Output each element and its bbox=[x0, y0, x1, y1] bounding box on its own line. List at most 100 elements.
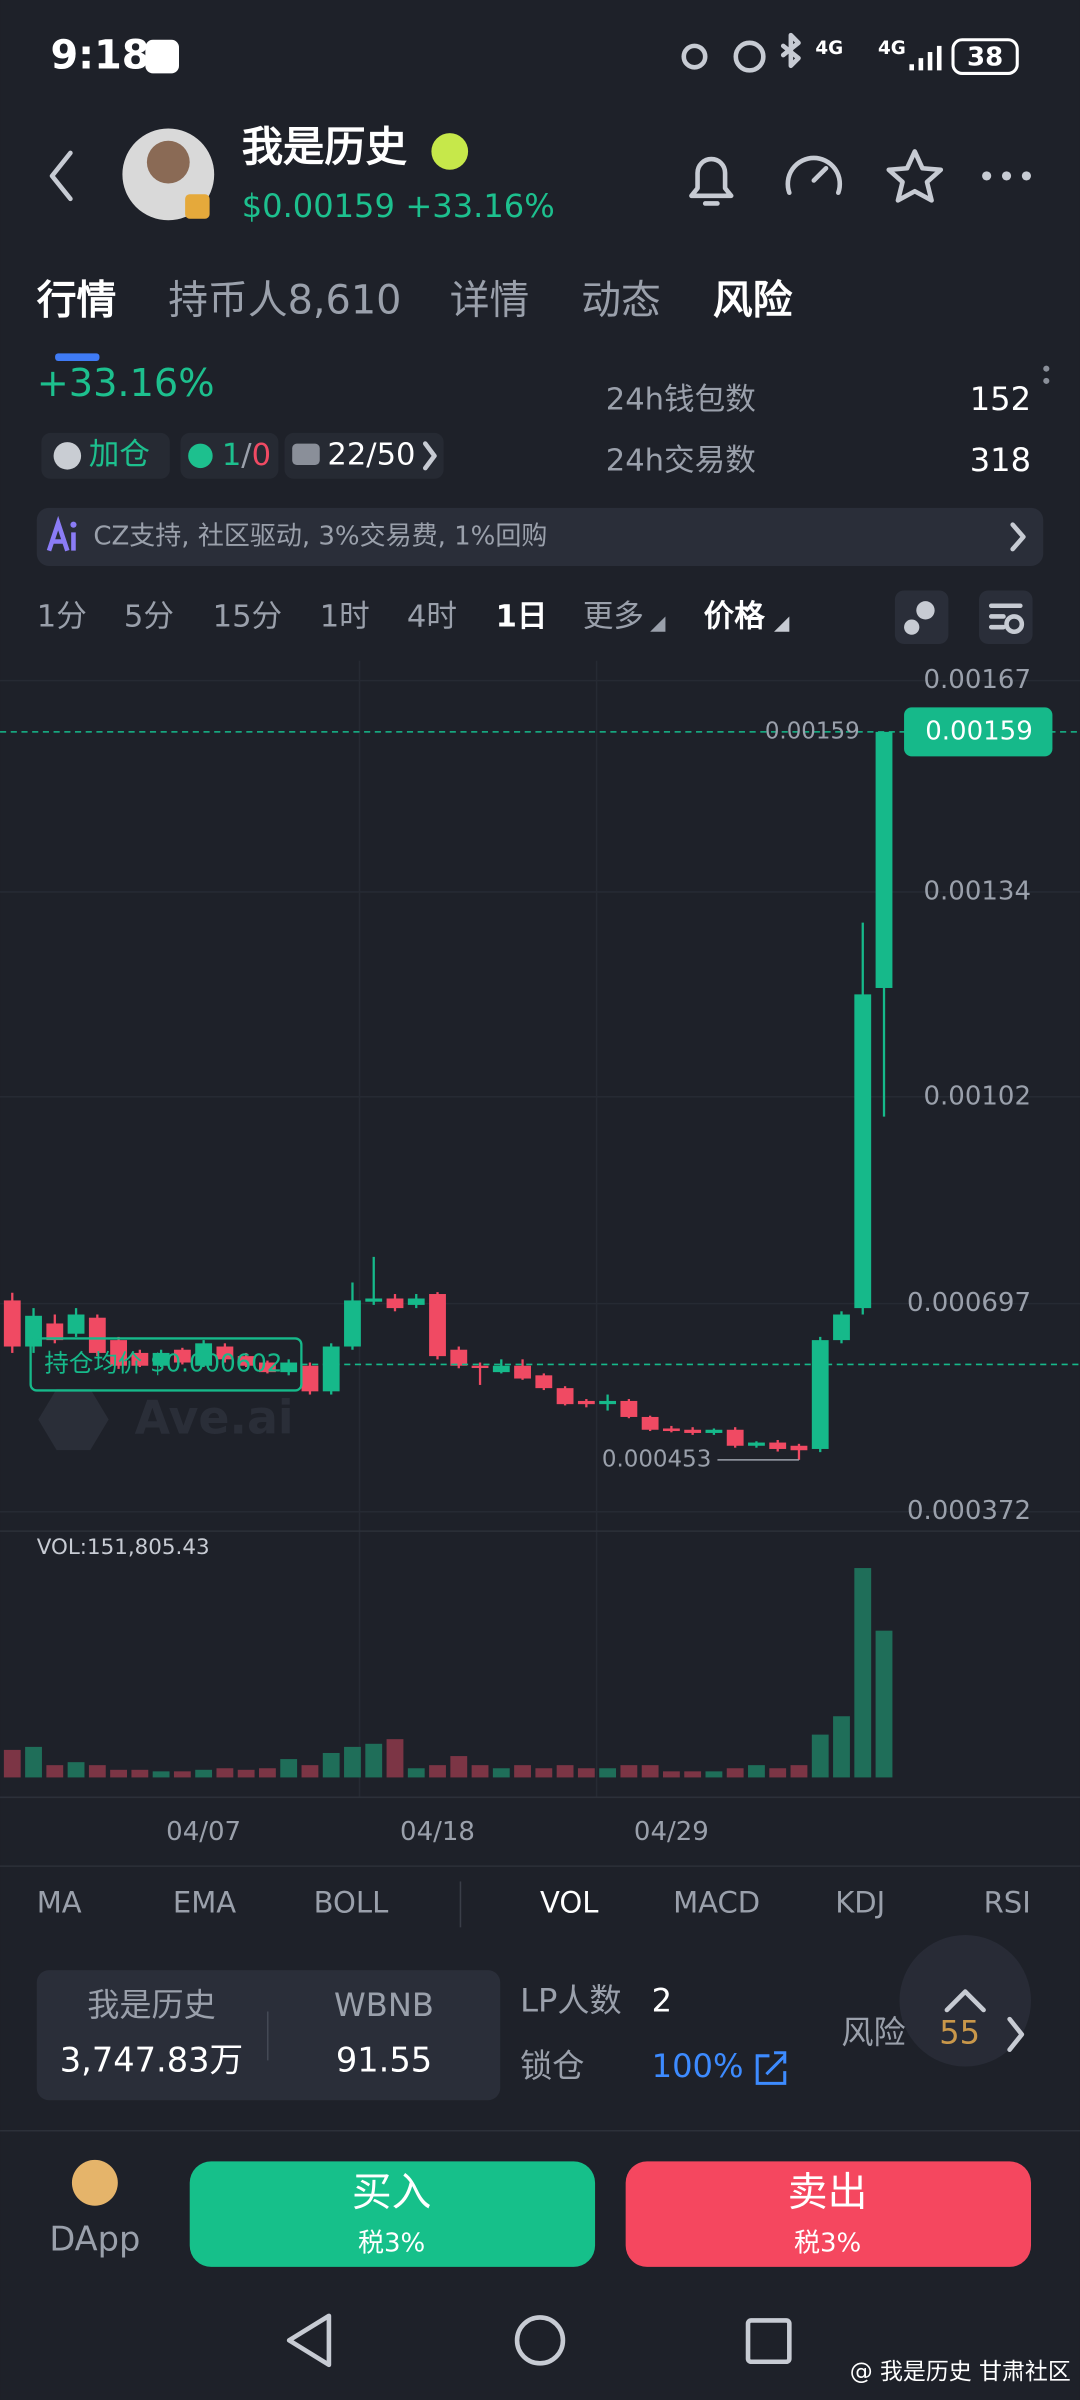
candle-body bbox=[875, 731, 893, 988]
candle-body bbox=[365, 1298, 383, 1302]
avg-cost-label: 持仓均价 $0.000602 bbox=[44, 1348, 282, 1377]
back-button[interactable] bbox=[49, 150, 73, 202]
sell-label[interactable]: 卖出 bbox=[788, 2170, 868, 2216]
trade-counts: 1/0 bbox=[222, 437, 271, 472]
volume-bar bbox=[854, 1568, 872, 1778]
dapp-label[interactable]: DApp bbox=[49, 2219, 140, 2258]
tx-label: 24h交易数 bbox=[606, 443, 756, 478]
token-name: 我是历史 bbox=[242, 123, 408, 171]
chevron[interactable] bbox=[1007, 2016, 1025, 2053]
candle-body bbox=[131, 1352, 149, 1366]
more-button[interactable] bbox=[982, 171, 1032, 181]
interval-option[interactable]: 5分 bbox=[124, 599, 174, 634]
volume-bar bbox=[386, 1739, 404, 1778]
interval-option[interactable]: 1时 bbox=[320, 599, 370, 634]
separator: / bbox=[241, 437, 252, 472]
nav-back[interactable] bbox=[286, 2313, 332, 2368]
favorite-button[interactable] bbox=[886, 149, 944, 203]
x-tick-label: 04/29 bbox=[634, 1817, 709, 1847]
tab-indicator bbox=[55, 353, 100, 361]
sell-tax[interactable]: 税3% bbox=[794, 2228, 861, 2258]
alert-button[interactable] bbox=[689, 156, 734, 206]
status-time: 9:18 bbox=[51, 33, 150, 79]
tab[interactable]: 行情 bbox=[37, 277, 117, 323]
volume-bar bbox=[599, 1768, 617, 1778]
tab[interactable]: 风险 bbox=[713, 277, 793, 323]
volume-bar bbox=[3, 1749, 21, 1778]
volume-bar bbox=[173, 1771, 191, 1778]
link-icon[interactable] bbox=[755, 2051, 787, 2085]
footer-watermark: @ 我是历史 甘肃社区 bbox=[850, 2359, 1071, 2385]
buy-button[interactable] bbox=[189, 2161, 596, 2267]
last-price-label: 0.00159 bbox=[765, 718, 860, 744]
badge-icon bbox=[188, 443, 213, 469]
x-tick-label: 04/18 bbox=[400, 1817, 475, 1847]
buy-tax[interactable]: 税3% bbox=[358, 2228, 425, 2258]
indicator-option[interactable]: KDJ bbox=[835, 1885, 885, 1919]
buy-label[interactable]: 买入 bbox=[352, 2170, 432, 2216]
indicator-option[interactable]: RSI bbox=[984, 1885, 1031, 1919]
avg-cost-tag bbox=[29, 1337, 303, 1392]
tab[interactable]: 动态 bbox=[581, 277, 661, 323]
volume-bar bbox=[705, 1771, 723, 1778]
indicator-option[interactable]: BOLL bbox=[314, 1885, 389, 1919]
volume-bar bbox=[492, 1768, 510, 1778]
badge-icon bbox=[53, 442, 82, 470]
candle-body bbox=[46, 1323, 64, 1341]
tab[interactable]: 持币人8,610 bbox=[168, 277, 401, 323]
volume-bar bbox=[237, 1769, 255, 1778]
interval-option[interactable]: 1分 bbox=[37, 599, 87, 634]
badge[interactable] bbox=[284, 432, 444, 479]
nav-recent[interactable] bbox=[745, 2318, 792, 2365]
chart-settings-icon bbox=[1004, 614, 1025, 635]
volume-bar bbox=[662, 1771, 680, 1778]
interval-option[interactable]: 15分 bbox=[213, 599, 283, 634]
x-tick-label: 04/07 bbox=[166, 1817, 241, 1847]
y-tick-label: 0.000697 bbox=[907, 1288, 1031, 1318]
interval-option[interactable]: 更多 bbox=[583, 599, 644, 634]
lock-label: 锁仓 bbox=[520, 2047, 584, 2085]
candle-body bbox=[811, 1340, 829, 1449]
nav-home[interactable] bbox=[514, 2315, 566, 2366]
change-pct: +33.16% bbox=[37, 362, 215, 406]
sell-button[interactable] bbox=[625, 2161, 1032, 2267]
chart-settings[interactable] bbox=[979, 590, 1033, 644]
indicator-option[interactable]: EMA bbox=[173, 1885, 236, 1919]
gauge-button[interactable] bbox=[785, 155, 843, 196]
candle-body bbox=[3, 1300, 21, 1347]
indicator-option[interactable]: MA bbox=[37, 1885, 82, 1919]
signal-icon bbox=[909, 45, 942, 71]
candle-body bbox=[67, 1314, 85, 1334]
token-change: +33.16% bbox=[405, 187, 554, 225]
volume-bar bbox=[769, 1768, 787, 1778]
chevron bbox=[1010, 522, 1026, 552]
interval-bar: 1分 5分 15分 1时 4时 1日 更多 价格 bbox=[37, 599, 790, 634]
volume-bar bbox=[301, 1765, 319, 1778]
candle-body bbox=[492, 1365, 510, 1373]
scroll-top-button[interactable] bbox=[899, 1934, 1032, 2067]
interval-option[interactable]: 4时 bbox=[407, 599, 457, 634]
lock-value[interactable]: 100% bbox=[652, 2047, 744, 2085]
candle-body bbox=[471, 1365, 489, 1369]
candle-body bbox=[769, 1442, 787, 1449]
dapp-icon[interactable] bbox=[71, 2159, 118, 2206]
pool-token-amount: 3,747.83万 bbox=[60, 2040, 243, 2079]
last-price-tag-text: 0.00159 bbox=[925, 716, 1033, 746]
volume-bar bbox=[471, 1765, 489, 1778]
indicator-option[interactable]: MACD bbox=[673, 1885, 760, 1919]
indicator-option[interactable]: VOL bbox=[540, 1885, 599, 1919]
interval-option[interactable]: 价格 bbox=[704, 599, 766, 634]
candle-body bbox=[705, 1429, 723, 1433]
volume-bar bbox=[216, 1768, 234, 1778]
menu-dots[interactable] bbox=[1043, 365, 1050, 384]
badge[interactable] bbox=[180, 432, 279, 479]
volume-label: VOL:151,805.43 bbox=[37, 1535, 210, 1560]
tab[interactable]: 详情 bbox=[450, 277, 530, 323]
add-badge[interactable]: 加仓 bbox=[89, 437, 150, 472]
volume-bar bbox=[620, 1765, 638, 1778]
interval-option[interactable]: 1日 bbox=[496, 599, 548, 634]
risk-score: 55 bbox=[939, 2013, 980, 2051]
ai-banner[interactable] bbox=[36, 507, 1044, 566]
